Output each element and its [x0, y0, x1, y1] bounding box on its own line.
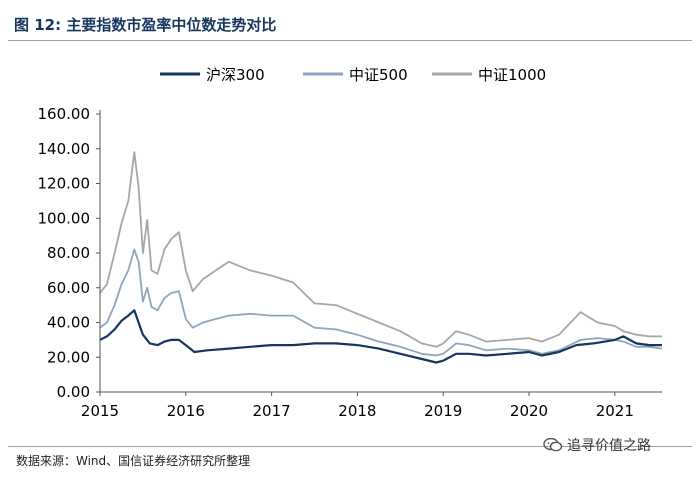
x-tick-label: 2017: [253, 402, 291, 420]
legend-label-1: 沪深300: [206, 66, 265, 84]
y-tick-label: 0.00: [57, 383, 90, 401]
figure-title: 图 12: 主要指数市盈率中位数走势对比: [14, 16, 277, 34]
x-tick-label: 2018: [338, 402, 376, 420]
x-tick-label: 2021: [596, 402, 634, 420]
y-tick-label: 80.00: [47, 244, 90, 262]
pe-median-line-chart: 沪深300 中证500 中证1000 160.00 140.00 120.00 100.0…: [38, 66, 663, 420]
x-tick-label: 2020: [510, 402, 548, 420]
x-tick-label: 2016: [167, 402, 205, 420]
series-line-3: [99, 151, 662, 348]
plot-area: [99, 151, 663, 364]
wechat-icon: [543, 438, 563, 452]
legend-label-2: 中证500: [349, 66, 408, 84]
chart-legend: 沪深300 中证500 中证1000: [160, 66, 546, 84]
y-tick-label: 160.00: [38, 105, 91, 123]
series-line-1: [99, 309, 662, 364]
figure-header: 图 12: 主要指数市盈率中位数走势对比: [8, 10, 692, 38]
bottom-rule: [8, 446, 692, 447]
y-tick-label: 40.00: [47, 314, 90, 332]
y-tick-label: 60.00: [47, 279, 90, 297]
x-axis: 2015 2016 2017 2018 2019 2020 2021: [81, 391, 662, 420]
x-tick-label: 2019: [424, 402, 462, 420]
y-tick-label: 20.00: [47, 348, 90, 366]
y-tick-label: 140.00: [38, 140, 91, 158]
watermark: 追寻价值之路: [543, 435, 651, 455]
series-line-2: [99, 248, 663, 357]
legend-label-3: 中证1000: [478, 66, 546, 84]
top-rule: [8, 40, 692, 41]
watermark-text: 追寻价值之路: [567, 438, 651, 454]
x-tick-label: 2015: [81, 402, 119, 420]
y-tick-label: 100.00: [38, 209, 91, 227]
y-tick-label: 120.00: [38, 175, 91, 193]
y-axis: 160.00 140.00 120.00 100.00 80.00 60.00 40.00 2…: [38, 105, 101, 401]
source-note: 数据来源：Wind、国信证券经济研究所整理: [16, 454, 251, 468]
